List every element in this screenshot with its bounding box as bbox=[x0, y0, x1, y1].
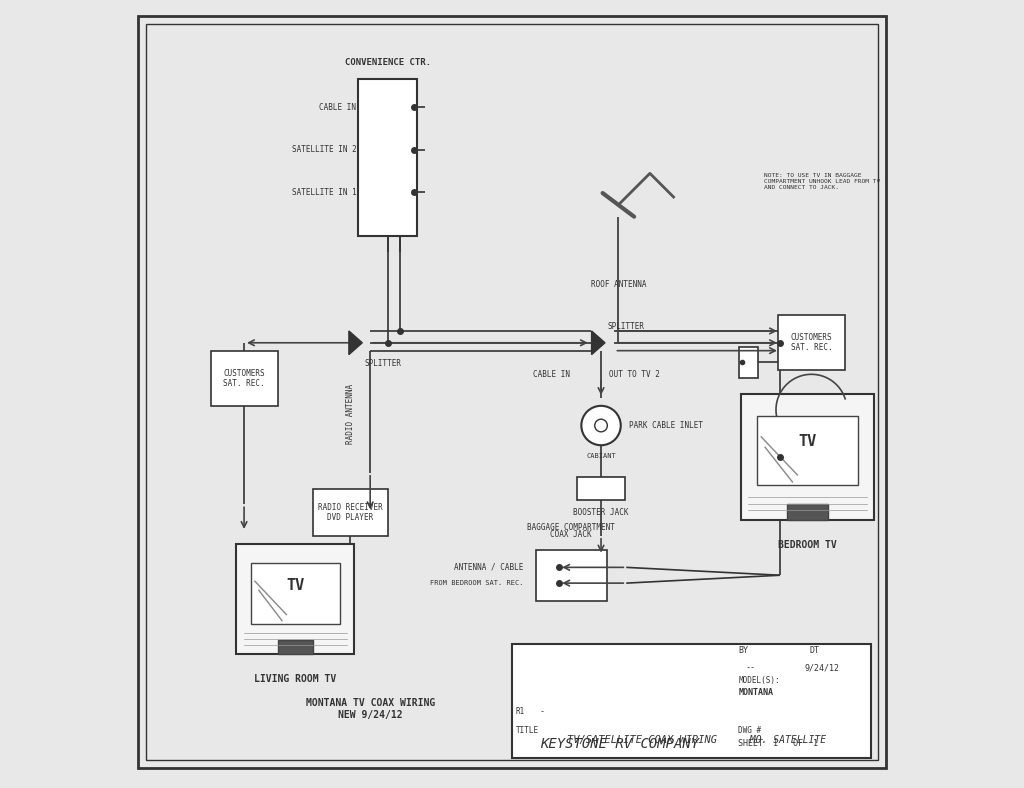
Text: RADIO RECEIVER
DVD PLAYER: RADIO RECEIVER DVD PLAYER bbox=[318, 503, 383, 522]
Text: SATELLITE IN 2: SATELLITE IN 2 bbox=[292, 145, 356, 154]
Text: -: - bbox=[540, 708, 545, 716]
Text: CABLE IN: CABLE IN bbox=[532, 370, 569, 379]
Bar bbox=[778, 315, 845, 370]
Text: MO. SATELLITE: MO. SATELLITE bbox=[738, 735, 826, 745]
Text: SHEET  1   OF  1: SHEET 1 OF 1 bbox=[738, 739, 818, 749]
Text: MODEL(S):: MODEL(S): bbox=[738, 676, 780, 685]
Text: ROOF ANTENNA: ROOF ANTENNA bbox=[591, 280, 646, 288]
Text: TV/SATELLITE COAX WIRING: TV/SATELLITE COAX WIRING bbox=[567, 735, 717, 745]
Text: BEDROOM TV: BEDROOM TV bbox=[778, 540, 837, 550]
Text: SATELLITE IN 1: SATELLITE IN 1 bbox=[292, 188, 356, 197]
Bar bbox=[536, 550, 606, 600]
Bar bbox=[740, 394, 874, 520]
Text: MONTANA: MONTANA bbox=[738, 689, 773, 697]
Text: OUT TO TV 2: OUT TO TV 2 bbox=[609, 370, 659, 379]
Text: KEYSTONE RV COMPANY: KEYSTONE RV COMPANY bbox=[540, 737, 699, 751]
Bar bbox=[251, 563, 340, 624]
Bar bbox=[512, 644, 870, 758]
Bar bbox=[787, 504, 827, 520]
Text: COAX JACK: COAX JACK bbox=[550, 530, 592, 539]
Bar bbox=[578, 477, 625, 500]
Text: TV: TV bbox=[799, 434, 816, 449]
Text: CABIANT: CABIANT bbox=[586, 453, 615, 459]
Text: TITLE: TITLE bbox=[516, 726, 539, 734]
Text: NOTE: TO USE TV IN BAGGAGE
COMPARTMENT UNHOOK LEAD FROM TV
AND CONNECT TO JACK.: NOTE: TO USE TV IN BAGGAGE COMPARTMENT U… bbox=[764, 173, 881, 190]
Text: BY: BY bbox=[738, 645, 749, 655]
Text: --: -- bbox=[745, 663, 755, 672]
Text: R1: R1 bbox=[516, 708, 525, 716]
Text: ANTENNA / CABLE: ANTENNA / CABLE bbox=[455, 563, 524, 572]
Bar bbox=[211, 351, 278, 406]
Bar bbox=[313, 489, 388, 536]
Text: LIVING ROOM TV: LIVING ROOM TV bbox=[254, 674, 337, 684]
Text: RADIO ANTENNA: RADIO ANTENNA bbox=[346, 384, 355, 444]
Text: DWG #: DWG # bbox=[738, 726, 762, 734]
Text: FROM BEDROOM SAT. REC.: FROM BEDROOM SAT. REC. bbox=[430, 580, 524, 586]
Circle shape bbox=[595, 419, 607, 432]
Text: SPLITTER: SPLITTER bbox=[607, 322, 644, 331]
Text: SPLITTER: SPLITTER bbox=[365, 359, 401, 367]
Text: MONTANA TV COAX WIRING
NEW 9/24/12: MONTANA TV COAX WIRING NEW 9/24/12 bbox=[305, 698, 435, 720]
Polygon shape bbox=[592, 331, 605, 355]
Bar bbox=[237, 544, 354, 654]
Bar bbox=[278, 640, 313, 654]
Text: 9/24/12: 9/24/12 bbox=[804, 663, 840, 672]
Polygon shape bbox=[349, 331, 362, 355]
Text: CUSTOMERS
SAT. REC.: CUSTOMERS SAT. REC. bbox=[791, 333, 833, 352]
Circle shape bbox=[582, 406, 621, 445]
Text: CUSTOMERS
SAT. REC.: CUSTOMERS SAT. REC. bbox=[223, 369, 265, 388]
Bar bbox=[758, 416, 858, 485]
Text: TV: TV bbox=[286, 578, 304, 593]
Bar bbox=[358, 79, 418, 236]
Bar bbox=[738, 347, 758, 378]
Text: BOOSTER JACK: BOOSTER JACK bbox=[573, 508, 629, 517]
Text: CONVENIENCE CTR.: CONVENIENCE CTR. bbox=[345, 58, 431, 67]
Text: PARK CABLE INLET: PARK CABLE INLET bbox=[629, 421, 702, 430]
Text: BAGGAGE COMPARTMENT: BAGGAGE COMPARTMENT bbox=[527, 523, 615, 532]
Text: DT: DT bbox=[810, 645, 820, 655]
Text: CABLE IN: CABLE IN bbox=[319, 102, 356, 112]
